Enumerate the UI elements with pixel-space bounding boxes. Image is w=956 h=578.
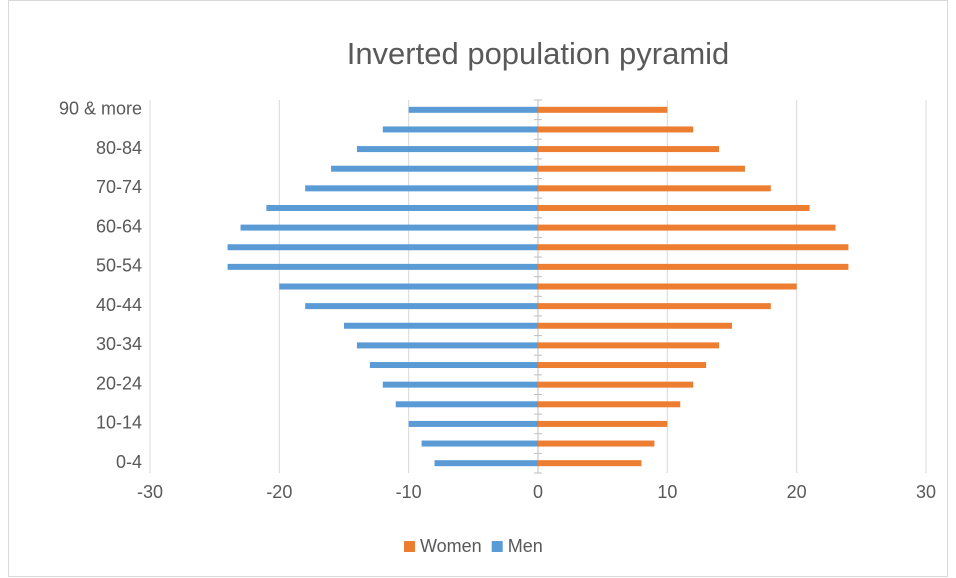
bar <box>538 283 797 290</box>
y-tick-label: 60-64 <box>96 216 142 236</box>
y-tick-label: 0-4 <box>116 452 142 472</box>
bar <box>382 381 538 388</box>
bar <box>434 460 538 467</box>
bar <box>305 303 538 310</box>
bar <box>538 303 771 310</box>
bar <box>382 126 538 133</box>
bar <box>538 263 849 270</box>
y-tick-label: 90 & more <box>59 99 142 119</box>
x-tick-label: -30 <box>137 482 163 502</box>
y-tick-label: 70-74 <box>96 177 142 197</box>
legend-swatch <box>404 541 415 552</box>
bar <box>538 420 668 427</box>
bar <box>240 224 539 231</box>
bar <box>395 401 538 408</box>
bar <box>279 283 538 290</box>
bar <box>266 204 538 211</box>
bar <box>344 322 538 329</box>
bar <box>227 244 538 251</box>
bar <box>538 362 707 369</box>
bar <box>331 165 538 172</box>
bar <box>538 146 720 153</box>
x-tick-label: 20 <box>787 482 807 502</box>
bar <box>538 440 655 447</box>
legend-label: Women <box>420 536 482 556</box>
y-tick-label: 80-84 <box>96 138 142 158</box>
bar <box>538 165 745 172</box>
x-tick-label: 0 <box>533 482 543 502</box>
bar <box>538 322 732 329</box>
x-tick-label: -20 <box>266 482 292 502</box>
y-tick-label: 50-54 <box>96 256 142 276</box>
bar <box>538 401 681 408</box>
bar <box>538 126 694 133</box>
bar <box>538 185 771 192</box>
bar <box>408 420 538 427</box>
bar <box>538 204 810 211</box>
bar <box>538 106 668 113</box>
bar <box>538 460 642 467</box>
bar <box>538 342 720 349</box>
y-tick-label: 20-24 <box>96 373 142 393</box>
bar <box>538 381 694 388</box>
legend-swatch <box>491 541 503 552</box>
bar <box>227 263 538 270</box>
bar <box>369 362 538 369</box>
bar <box>538 244 849 251</box>
legend-label: Men <box>508 536 543 556</box>
bar <box>421 440 538 447</box>
bar <box>538 224 836 231</box>
y-tick-label: 10-14 <box>96 413 142 433</box>
bar <box>305 185 538 192</box>
x-tick-label: -10 <box>396 482 422 502</box>
x-tick-label: 30 <box>916 482 936 502</box>
chart-title: Inverted population pyramid <box>347 36 730 71</box>
y-tick-label: 40-44 <box>96 295 142 315</box>
bar <box>356 146 538 153</box>
y-tick-label: 30-34 <box>96 334 142 354</box>
bar <box>408 106 538 113</box>
bar <box>356 342 538 349</box>
x-tick-label: 10 <box>657 482 677 502</box>
